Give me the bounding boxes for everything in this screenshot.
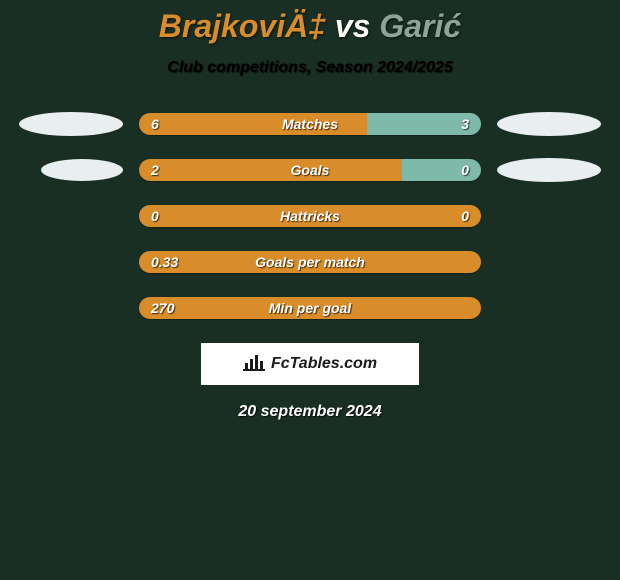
- stat-bar: 2 Goals 0: [139, 159, 481, 181]
- left-oval-slot: [19, 112, 123, 136]
- bar-left-seg: [139, 159, 402, 181]
- stat-bar: 0.33 Goals per match: [139, 251, 481, 273]
- bar-right-seg: [402, 159, 481, 181]
- title-left: BrajkoviÄ‡: [159, 8, 326, 44]
- right-value: 0: [461, 162, 469, 178]
- site-logo[interactable]: FcTables.com: [201, 343, 419, 385]
- right-value: 0: [461, 208, 469, 224]
- stat-label: Goals: [291, 162, 330, 178]
- right-oval-slot: [497, 158, 601, 182]
- left-value: 270: [151, 300, 174, 316]
- left-value: 0: [151, 208, 159, 224]
- player-left-marker: [19, 112, 123, 136]
- player-left-marker: [41, 159, 123, 181]
- stat-bar: 270 Min per goal: [139, 297, 481, 319]
- player-right-marker: [497, 158, 601, 182]
- stat-row: 2 Goals 0: [0, 159, 620, 181]
- stat-row: 270 Min per goal: [0, 297, 620, 319]
- logo-text: FcTables.com: [271, 355, 377, 373]
- left-oval-slot: [19, 159, 123, 181]
- stat-row: 6 Matches 3: [0, 113, 620, 135]
- stat-label: Goals per match: [255, 254, 365, 270]
- stat-bar: 6 Matches 3: [139, 113, 481, 135]
- stat-bar: 0 Hattricks 0: [139, 205, 481, 227]
- bar-chart-icon: [243, 353, 271, 376]
- left-value: 2: [151, 162, 159, 178]
- stat-rows: 6 Matches 3 2 Goals 0 0 Hattricks 0 0.33 Goals per…: [0, 113, 620, 319]
- date-label: 20 september 2024: [0, 403, 620, 421]
- stat-row: 0.33 Goals per match: [0, 251, 620, 273]
- subtitle: Club competitions, Season 2024/2025: [0, 59, 620, 77]
- left-value: 6: [151, 116, 159, 132]
- page-title: BrajkoviÄ‡ vs Garić: [0, 0, 620, 45]
- stat-label: Matches: [282, 116, 338, 132]
- right-oval-slot: [497, 112, 601, 136]
- stat-label: Min per goal: [269, 300, 351, 316]
- title-vs: vs: [326, 8, 379, 44]
- player-right-marker: [497, 112, 601, 136]
- left-value: 0.33: [151, 254, 178, 270]
- stat-row: 0 Hattricks 0: [0, 205, 620, 227]
- title-right: Garić: [379, 8, 461, 44]
- comparison-card: BrajkoviÄ‡ vs Garić Club competitions, S…: [0, 0, 620, 580]
- right-value: 3: [461, 116, 469, 132]
- stat-label: Hattricks: [280, 208, 340, 224]
